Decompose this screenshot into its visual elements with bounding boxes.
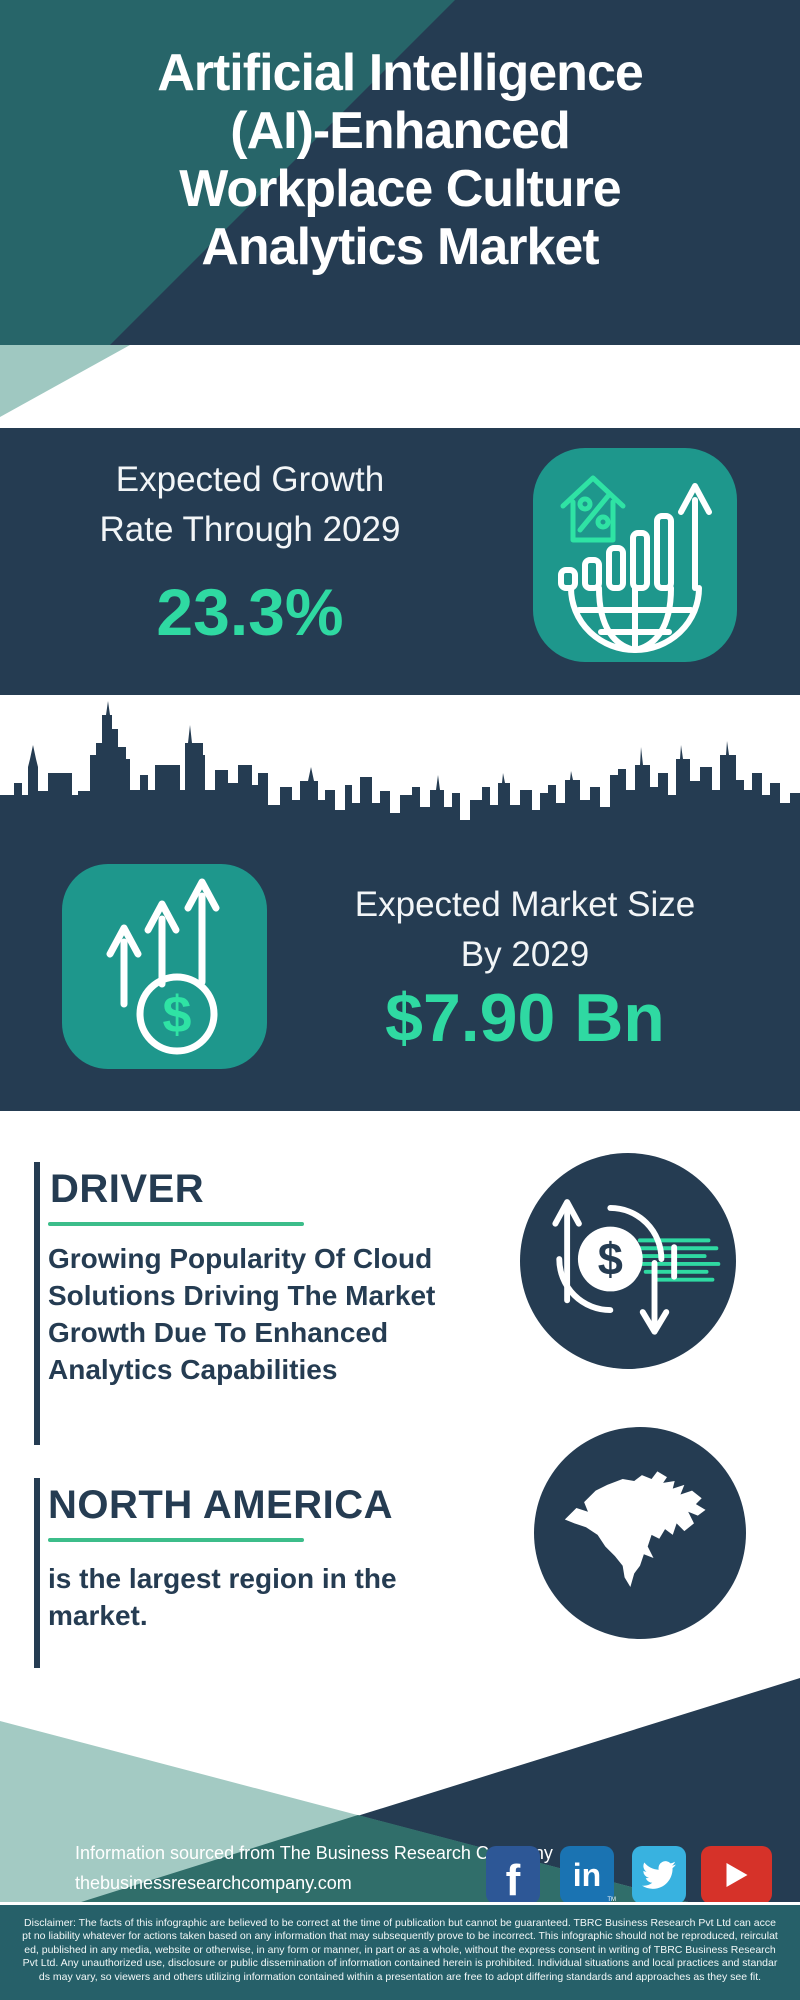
driver-underline: [48, 1222, 304, 1226]
driver-text-line: Analytics Capabilities: [48, 1354, 338, 1385]
driver-heading: DRIVER: [50, 1167, 205, 1211]
region-text-line: market.: [48, 1600, 148, 1631]
twitter-icon[interactable]: [632, 1846, 686, 1904]
page-title: Artificial Intelligence (AI)-Enhanced Wo…: [0, 44, 800, 276]
facebook-glyph: f: [505, 1856, 521, 1905]
growth-rate-heading: Expected Growth Rate Through 2029: [40, 455, 460, 555]
market-size-value: $7.90 Bn: [385, 980, 665, 1056]
driver-icon-circle: $: [520, 1153, 736, 1369]
driver-text: Growing Popularity Of Cloud Solutions Dr…: [48, 1240, 468, 1388]
page-title-line: Analytics Market: [201, 218, 599, 276]
footer-divider-line: [0, 1902, 800, 1905]
globe-bar-chart-growth-icon: [533, 448, 737, 662]
header-section: Artificial Intelligence (AI)-Enhanced Wo…: [0, 0, 800, 345]
growth-rate-section: Expected Growth Rate Through 2029 23.3%: [0, 428, 800, 695]
region-text: is the largest region in the market.: [48, 1560, 468, 1634]
source-website-link[interactable]: thebusinessresearchcompany.com: [75, 1873, 352, 1893]
linkedin-tm-mark: TM: [607, 1897, 616, 1903]
source-line: Information sourced from The Business Re…: [75, 1843, 553, 1863]
linkedin-icon[interactable]: in TM: [560, 1846, 616, 1904]
page-title-line: (AI)-Enhanced: [230, 102, 570, 160]
lower-white-section: DRIVER Growing Popularity Of Cloud Solut…: [0, 1111, 800, 1672]
market-heading-line1: Expected Market Size: [354, 885, 696, 924]
driver-text-line: Growth Due To Enhanced: [48, 1317, 389, 1348]
disclaimer-band: Disclaimer: The facts of this infographi…: [0, 1905, 800, 2000]
growth-rate-value: 23.3%: [156, 575, 344, 649]
driver-accent-bar: [34, 1162, 40, 1445]
market-size-section: $ Expected Market Size By 2029 $7.90 Bn: [0, 850, 800, 1111]
dollar-flow-exchange-icon: $: [520, 1153, 736, 1369]
facebook-icon[interactable]: f: [486, 1846, 540, 1905]
region-icon-circle: [534, 1427, 746, 1639]
divider-band: [0, 345, 800, 428]
region-underline: [48, 1538, 304, 1542]
city-skyline-silhouette: [0, 695, 800, 850]
dollar-glyph: $: [598, 1234, 623, 1285]
bottom-decoration: Information sourced from The Business Re…: [0, 1672, 800, 1905]
growth-icon-card: [533, 448, 737, 662]
growth-heading-line2: Rate Through 2029: [99, 510, 401, 549]
driver-text-line: Solutions Driving The Market: [48, 1280, 436, 1311]
disclaimer-text: Disclaimer: The facts of this infographi…: [22, 1917, 778, 1983]
region-heading: NORTH AMERICA: [48, 1483, 393, 1527]
driver-text-line: Growing Popularity Of Cloud: [48, 1243, 433, 1274]
skyline-band: [0, 695, 800, 850]
market-size-heading: Expected Market Size By 2029: [300, 880, 750, 980]
market-size-icon-card: $: [62, 864, 267, 1069]
region-text-line: is the largest region in the: [48, 1563, 397, 1594]
linkedin-glyph: in: [572, 1856, 602, 1893]
market-heading-line2: By 2029: [460, 935, 590, 974]
dollar-glyph: $: [163, 986, 192, 1044]
growth-heading-line1: Expected Growth: [115, 460, 385, 499]
north-america-map-icon: [534, 1427, 746, 1639]
region-accent-bar: [34, 1478, 40, 1668]
page-title-line: Workplace Culture: [179, 160, 621, 218]
rising-arrows-dollar-icon: $: [62, 864, 267, 1069]
youtube-icon[interactable]: [701, 1846, 772, 1904]
page-title-line: Artificial Intelligence: [157, 44, 644, 102]
